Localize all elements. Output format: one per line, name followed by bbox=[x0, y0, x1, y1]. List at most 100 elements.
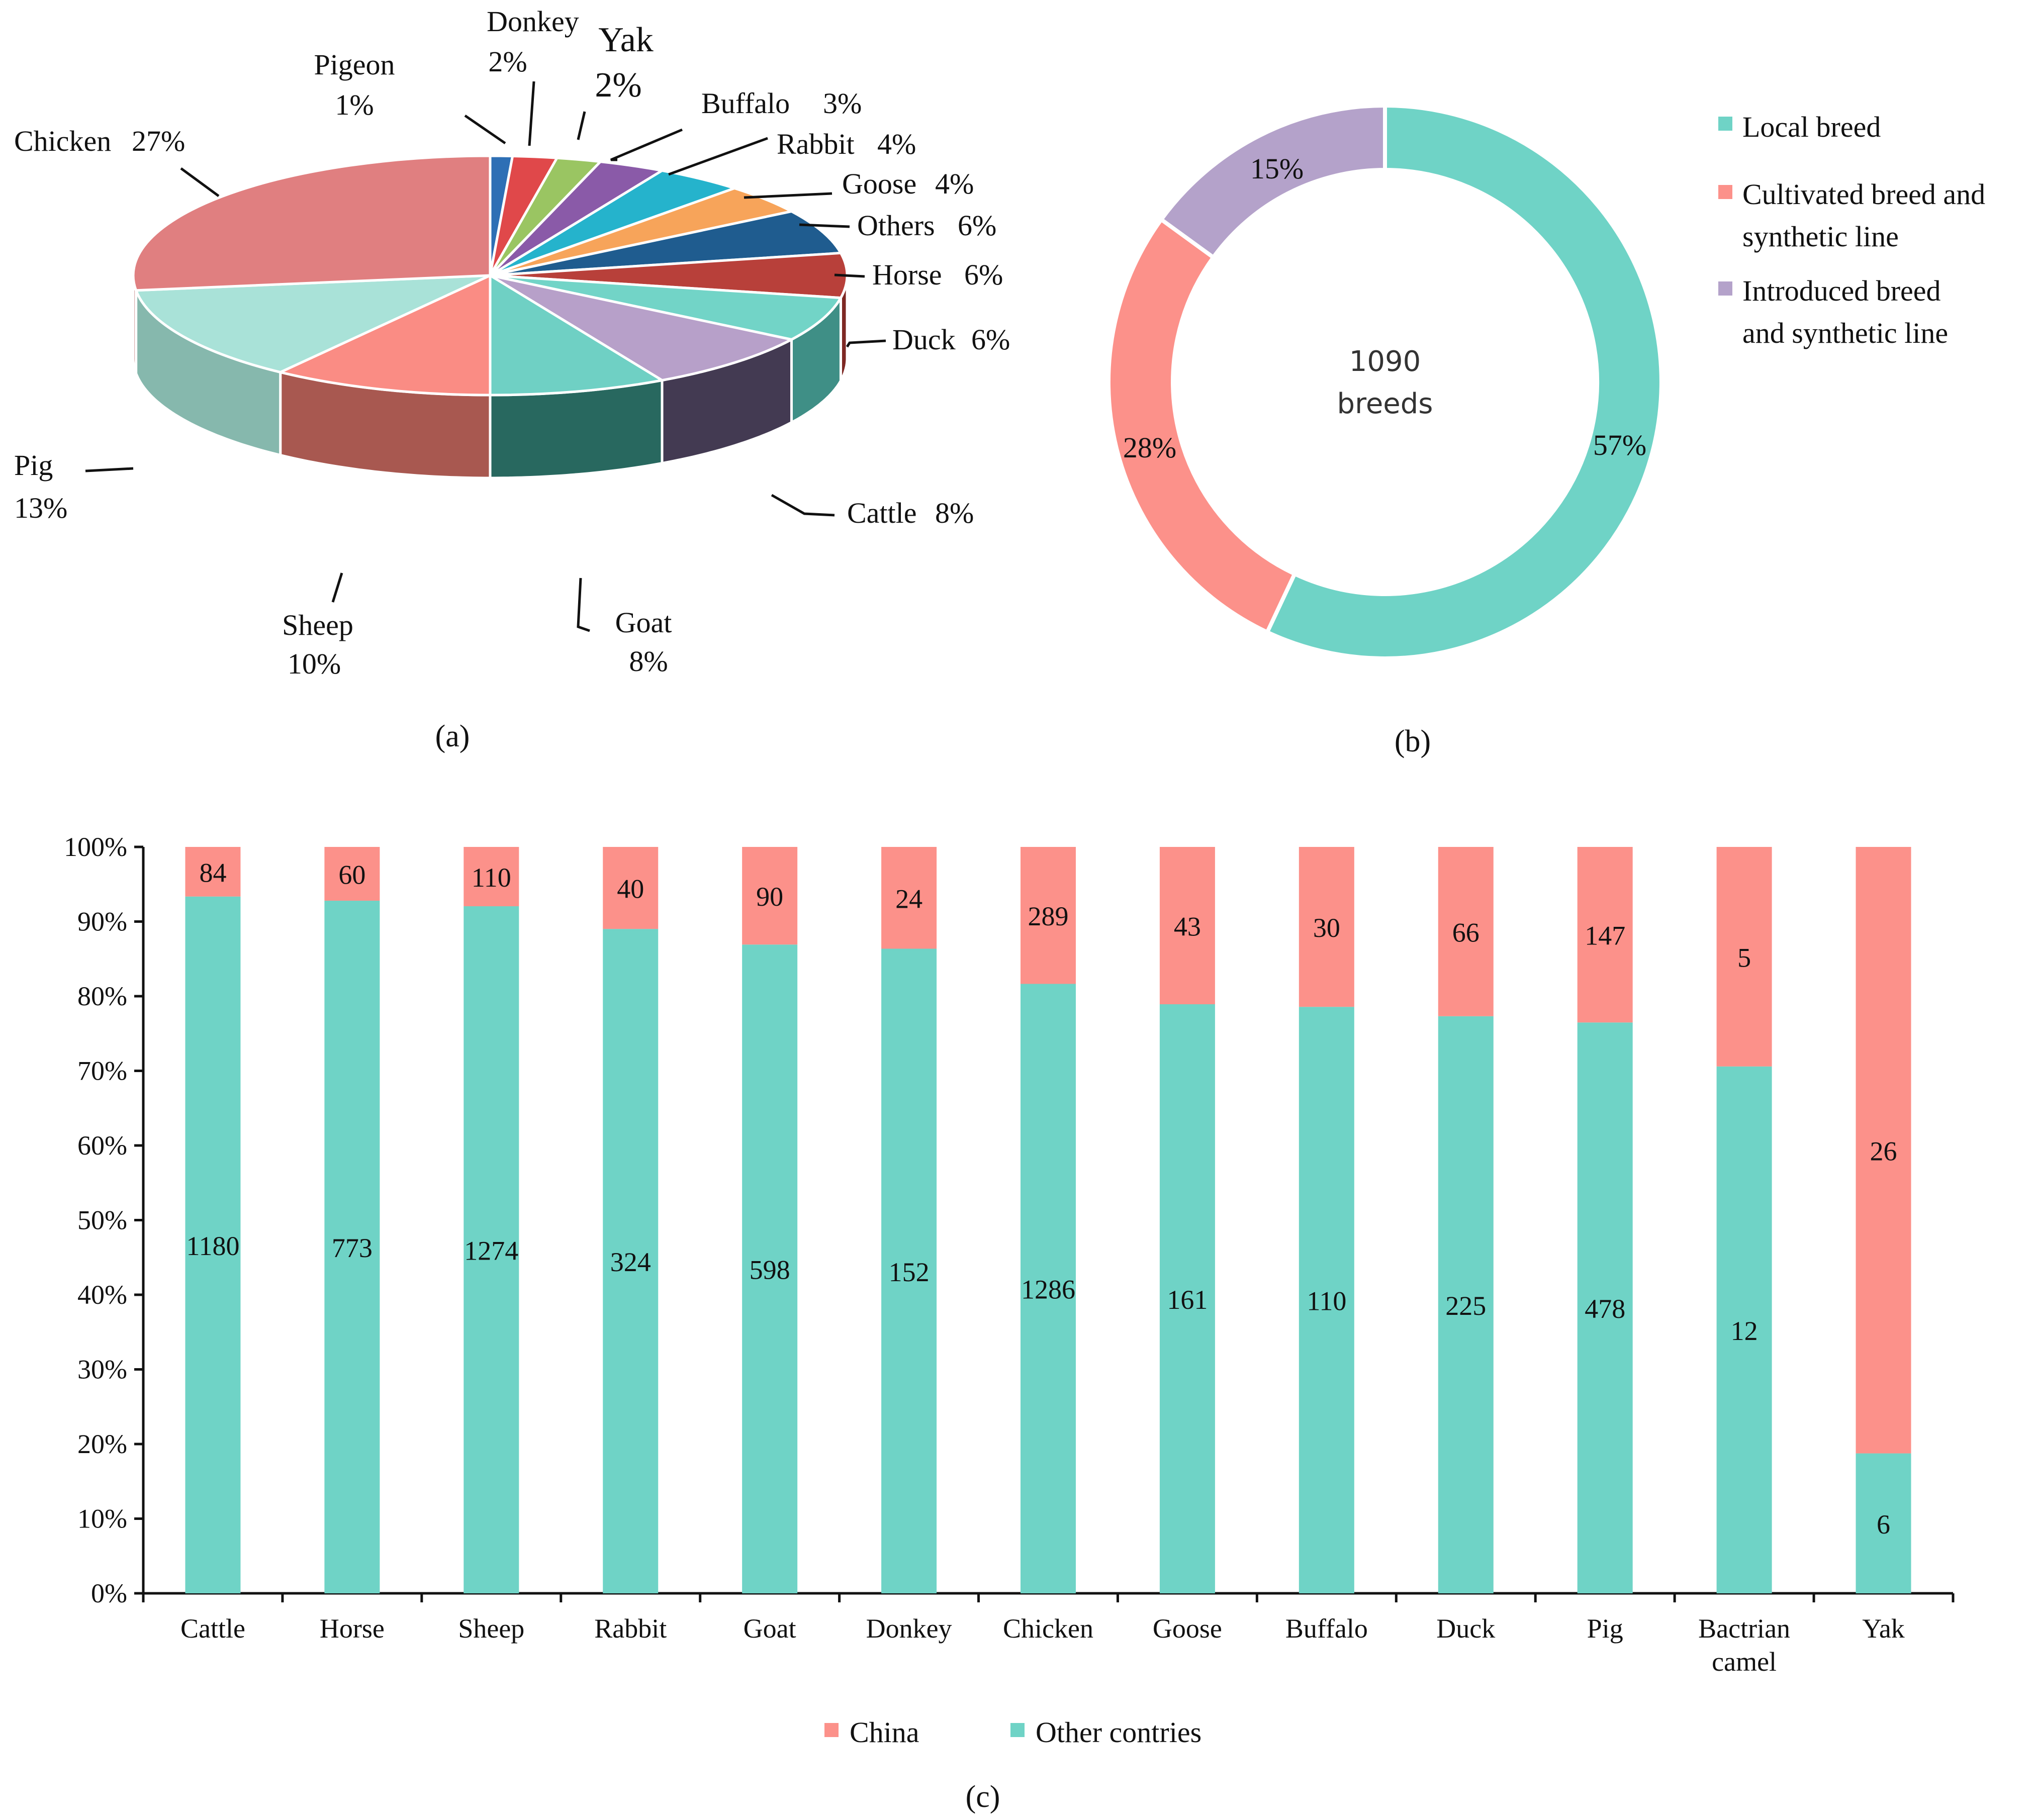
donut-slice-introduced-breed-and-synthetic-line bbox=[1158, 103, 1387, 260]
bar-value-china-pig: 147 bbox=[1585, 921, 1625, 951]
bar-china-pig bbox=[1577, 847, 1633, 1023]
x-category-label-goose: Goose bbox=[1153, 1613, 1222, 1644]
bar-other-buffalo bbox=[1299, 1007, 1354, 1593]
bar-value-china-chicken: 289 bbox=[1028, 901, 1069, 931]
bar-value-other-rabbit: 324 bbox=[610, 1247, 651, 1277]
bar-value-china-sheep: 110 bbox=[472, 863, 511, 893]
bar-value-china-yak: 26 bbox=[1870, 1136, 1897, 1166]
leader-line-chicken bbox=[180, 167, 220, 198]
bar-china-buffalo bbox=[1299, 847, 1354, 1007]
y-tick-label: 10% bbox=[77, 1504, 127, 1534]
legend-swatch-local bbox=[1718, 117, 1732, 131]
y-tick-label: 100% bbox=[64, 832, 127, 862]
bar-value-other-cattle: 1180 bbox=[186, 1231, 239, 1261]
pie-label-goat-name: Goat bbox=[615, 606, 672, 639]
donut-legend: Local breed Cultivated breed and synthet… bbox=[1718, 111, 1985, 349]
donut-chart-b: 1090 breeds 57% 28% 15% Local breed Cult… bbox=[1106, 103, 1985, 758]
pie-label-pig-pct: 13% bbox=[14, 492, 67, 524]
legend-swatch-other bbox=[1010, 1723, 1025, 1737]
leader-line-rabbit bbox=[668, 137, 768, 176]
pie-label-goose-name: Goose bbox=[842, 167, 916, 200]
pie-label-rabbit-name: Rabbit bbox=[777, 128, 855, 160]
pie-label-donkey-pct: 2% bbox=[488, 45, 527, 78]
pie-label-donkey-name: Donkey bbox=[487, 5, 579, 38]
y-tick-label: 30% bbox=[77, 1355, 127, 1385]
legend-cultivated-line2: synthetic line bbox=[1742, 220, 1899, 253]
caption-b: (b) bbox=[1395, 724, 1431, 758]
bar-value-other-goat: 598 bbox=[750, 1255, 790, 1285]
donut-slice-cultivated-breed-and-synthetic-line bbox=[1106, 217, 1298, 635]
x-category-label-goat: Goat bbox=[744, 1613, 796, 1644]
pie-slice-pig bbox=[134, 274, 491, 374]
bar-value-china-bactrian-camel: 5 bbox=[1737, 942, 1751, 973]
bar-china-duck bbox=[1438, 847, 1494, 1016]
bar-value-china-rabbit: 40 bbox=[617, 874, 644, 904]
bar-value-china-goat: 90 bbox=[756, 882, 783, 912]
pie-label-horse-pct: 6% bbox=[964, 258, 1003, 291]
pie-label-pigeon-name: Pigeon bbox=[314, 48, 395, 81]
pie-label-sheep-pct: 10% bbox=[288, 647, 341, 680]
bar-other-yak bbox=[1856, 1453, 1911, 1593]
leader-line-cattle bbox=[771, 494, 835, 517]
bar-other-goat bbox=[742, 944, 798, 1593]
donut-label-local: 57% bbox=[1593, 429, 1646, 461]
bar-value-china-cattle: 84 bbox=[199, 857, 226, 888]
bar-value-other-horse: 773 bbox=[332, 1233, 373, 1263]
bar-value-other-buffalo: 110 bbox=[1307, 1286, 1346, 1316]
y-tick-label: 40% bbox=[77, 1280, 127, 1310]
bar-other-rabbit bbox=[603, 929, 659, 1593]
pie-label-chicken-pct: 27% bbox=[132, 125, 185, 157]
leader-line-buffalo bbox=[610, 128, 683, 161]
bar-value-china-horse: 60 bbox=[338, 860, 365, 890]
leader-line-pigeon bbox=[464, 114, 506, 145]
caption-a: (a) bbox=[435, 719, 470, 753]
x-category-label-bactrian-camel: camel bbox=[1712, 1647, 1777, 1677]
bar-china-goose bbox=[1159, 847, 1215, 1005]
bar-other-sheep bbox=[464, 906, 519, 1593]
x-category-label-bactrian-camel: Bactrian bbox=[1698, 1613, 1790, 1644]
pie-label-buffalo-name: Buffalo bbox=[701, 87, 790, 120]
leader-line-horse bbox=[834, 273, 865, 278]
x-category-label-chicken: Chicken bbox=[1003, 1613, 1093, 1644]
pie-label-pigeon-pct: 1% bbox=[335, 88, 374, 121]
bar-china-cattle bbox=[185, 847, 241, 897]
bar-value-other-pig: 478 bbox=[1585, 1294, 1625, 1324]
pie-chart-a: Pigeon 1% Donkey 2% Yak 2% Buffalo 3% Ra… bbox=[14, 5, 1010, 753]
y-tick-label: 0% bbox=[91, 1578, 127, 1608]
legend-swatch-introduced bbox=[1718, 281, 1732, 296]
pie-label-cattle-name: Cattle bbox=[847, 497, 917, 529]
bar-china-sheep bbox=[464, 847, 519, 907]
legend-swatch-china bbox=[824, 1723, 839, 1737]
pie-label-yak-pct: 2% bbox=[595, 66, 641, 105]
leader-line-donkey bbox=[528, 81, 535, 146]
y-tick-label: 20% bbox=[77, 1429, 127, 1459]
pie-label-others-name: Others bbox=[857, 209, 935, 242]
bar-other-bactrian-camel bbox=[1716, 1066, 1772, 1593]
bar-china-horse bbox=[324, 847, 380, 901]
x-category-label-rabbit: Rabbit bbox=[594, 1613, 667, 1644]
donut-label-introduced: 15% bbox=[1250, 152, 1304, 185]
caption-c: (c) bbox=[966, 1780, 1000, 1814]
x-category-label-duck: Duck bbox=[1436, 1613, 1495, 1644]
x-category-label-pig: Pig bbox=[1587, 1613, 1623, 1644]
y-tick-label: 50% bbox=[77, 1205, 127, 1235]
bar-other-duck bbox=[1438, 1016, 1494, 1593]
pie-label-buffalo-pct: 3% bbox=[823, 87, 862, 120]
pie-label-goat-pct: 8% bbox=[629, 645, 668, 678]
pie-label-chicken-name: Chicken bbox=[14, 125, 111, 157]
pie-label-sheep-name: Sheep bbox=[282, 609, 353, 641]
bar-china-rabbit bbox=[603, 847, 659, 929]
bar-other-horse bbox=[324, 900, 380, 1593]
x-category-label-yak: Yak bbox=[1862, 1613, 1905, 1644]
bar-value-other-donkey: 152 bbox=[889, 1257, 930, 1287]
leader-line-sheep bbox=[331, 572, 343, 603]
bar-other-pig bbox=[1577, 1022, 1633, 1593]
x-category-label-donkey: Donkey bbox=[866, 1613, 952, 1644]
pie-label-goose-pct: 4% bbox=[935, 167, 974, 200]
bar-value-other-sheep: 1274 bbox=[464, 1236, 518, 1266]
pie-slice-cattle bbox=[489, 274, 795, 382]
bar-value-china-buffalo: 30 bbox=[1313, 913, 1340, 943]
bar-value-other-bactrian-camel: 12 bbox=[1731, 1316, 1758, 1346]
x-category-label-buffalo: Buffalo bbox=[1285, 1613, 1368, 1644]
y-tick-label: 60% bbox=[77, 1130, 127, 1161]
